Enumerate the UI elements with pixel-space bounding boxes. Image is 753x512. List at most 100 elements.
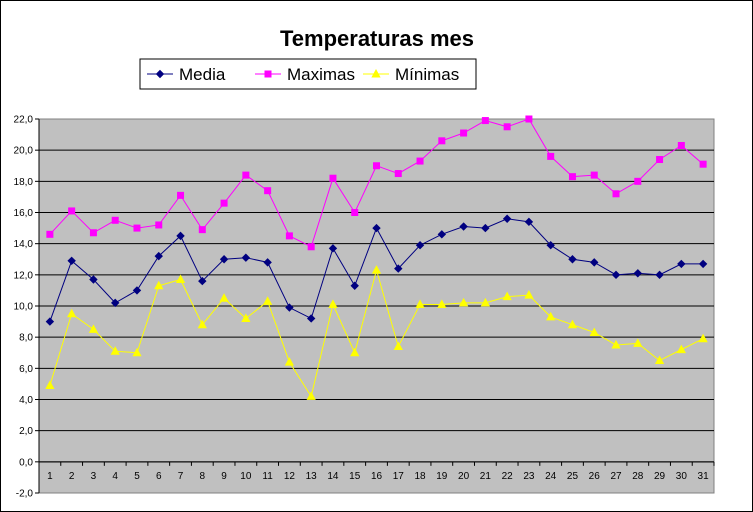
legend-box <box>139 58 477 90</box>
series-media-point <box>590 258 599 267</box>
series-maximas-point <box>525 115 533 123</box>
x-tick-label: 19 <box>436 471 448 482</box>
x-tick-label: 10 <box>240 471 252 482</box>
series-maximas-point <box>416 157 424 165</box>
series-maximas-point <box>329 174 337 182</box>
series-media-point <box>241 253 251 262</box>
series-maximas-point <box>612 190 620 198</box>
series-minimas-point <box>654 355 665 365</box>
series-media <box>45 214 708 326</box>
series-maximas-point <box>481 117 489 125</box>
x-tick-label: 7 <box>178 471 184 482</box>
legend-media-point <box>155 69 165 79</box>
x-tick-label: 4 <box>112 471 118 482</box>
series-maximas-point <box>438 137 446 145</box>
series-media-point <box>459 222 468 231</box>
series-layer <box>45 115 708 400</box>
series-media-point <box>546 241 555 250</box>
x-tick-label: 31 <box>698 471 710 482</box>
series-minimas-point <box>132 347 142 357</box>
x-tick-label: 17 <box>393 471 405 482</box>
series-media-point <box>219 255 229 264</box>
x-tick-label: 27 <box>610 471 622 482</box>
legend-media: Media <box>147 65 226 84</box>
series-media-point <box>176 231 185 241</box>
series-media-point <box>306 314 316 323</box>
y-tick-label: 4,0 <box>19 395 33 406</box>
x-tick-label: 21 <box>480 471 492 482</box>
series-maximas-point <box>460 129 468 137</box>
series-media-point <box>89 275 98 284</box>
x-tick-label: 30 <box>676 471 688 482</box>
x-tick-label: 22 <box>502 471 514 482</box>
series-minimas-point <box>698 333 708 343</box>
y-tick-label: 10,0 <box>14 302 34 313</box>
x-tick-label: 25 <box>567 471 579 482</box>
series-maximas-point <box>547 152 555 160</box>
series-maximas-point <box>89 229 97 237</box>
y-tick-label: 16,0 <box>14 208 34 219</box>
x-tick-label: 15 <box>349 471 361 482</box>
y-tick-label: 0,0 <box>19 457 33 468</box>
x-tick-label: 24 <box>545 471 557 482</box>
series-minimas-point <box>284 357 295 366</box>
series-maximas-point <box>68 207 76 215</box>
series-media-point <box>263 258 272 267</box>
series-maximas-point <box>568 173 576 181</box>
series-maximas-point <box>220 199 228 207</box>
chart-legend: Media Maximas Mínimas <box>139 58 477 90</box>
x-tick-label: 6 <box>156 471 162 482</box>
x-tick-label: 2 <box>69 471 75 482</box>
x-tick-label: 12 <box>284 471 296 482</box>
series-maximas-point <box>656 156 664 164</box>
series-minimas-point <box>350 347 360 357</box>
series-maximas-point <box>590 171 598 179</box>
x-tick-label: 18 <box>414 471 426 482</box>
series-maximas-point <box>46 230 54 238</box>
series-media-point <box>132 286 142 295</box>
x-tick-label: 3 <box>91 471 97 482</box>
y-tick-label: 20,0 <box>14 146 34 157</box>
legend-media-label: Media <box>179 65 226 84</box>
series-maximas-point <box>677 141 685 149</box>
series-maximas-point <box>503 123 511 131</box>
series-maximas-point <box>111 216 119 224</box>
legend-minimas-point <box>371 68 381 78</box>
y-tick-label: 14,0 <box>14 239 34 250</box>
series-media-point <box>350 281 359 290</box>
series-minimas-point <box>154 280 164 290</box>
series-minimas-point <box>415 299 425 308</box>
series-minimas-point <box>393 341 403 351</box>
series-media-point <box>415 241 425 250</box>
series-maximas-point <box>351 209 359 216</box>
series-maximas-point <box>177 191 185 199</box>
series-media-point <box>481 223 490 233</box>
series-media-point <box>198 276 207 286</box>
y-tick-label: 22,0 <box>14 115 34 126</box>
x-tick-label: 5 <box>134 471 140 482</box>
series-media-point <box>328 244 338 253</box>
series-maximas-point <box>264 187 272 195</box>
series-minimas-point <box>480 297 491 307</box>
series-media-point <box>698 259 708 269</box>
series-minimas-point <box>633 338 643 347</box>
y-tick-label: 2,0 <box>19 426 33 437</box>
legend-maximas-label: Maximas <box>287 65 355 84</box>
x-tick-label: 1 <box>47 471 53 482</box>
series-minimas-point <box>676 344 686 354</box>
x-tick-label: 26 <box>589 471 601 482</box>
y-tick-label: 8,0 <box>19 333 33 344</box>
legend-minimas: Mínimas <box>363 65 459 84</box>
series-minimas-point <box>241 313 251 322</box>
x-tick-label: 20 <box>458 471 470 482</box>
series-maximas <box>46 115 707 251</box>
series-minimas-point <box>611 339 621 349</box>
series-minimas-point <box>371 265 382 274</box>
series-media-point <box>502 214 512 223</box>
series-minimas-point <box>328 299 338 308</box>
series-minimas-point <box>306 391 316 400</box>
series-maximas-point <box>699 160 707 168</box>
series-media-point <box>45 317 55 326</box>
series-media-point <box>372 223 381 233</box>
